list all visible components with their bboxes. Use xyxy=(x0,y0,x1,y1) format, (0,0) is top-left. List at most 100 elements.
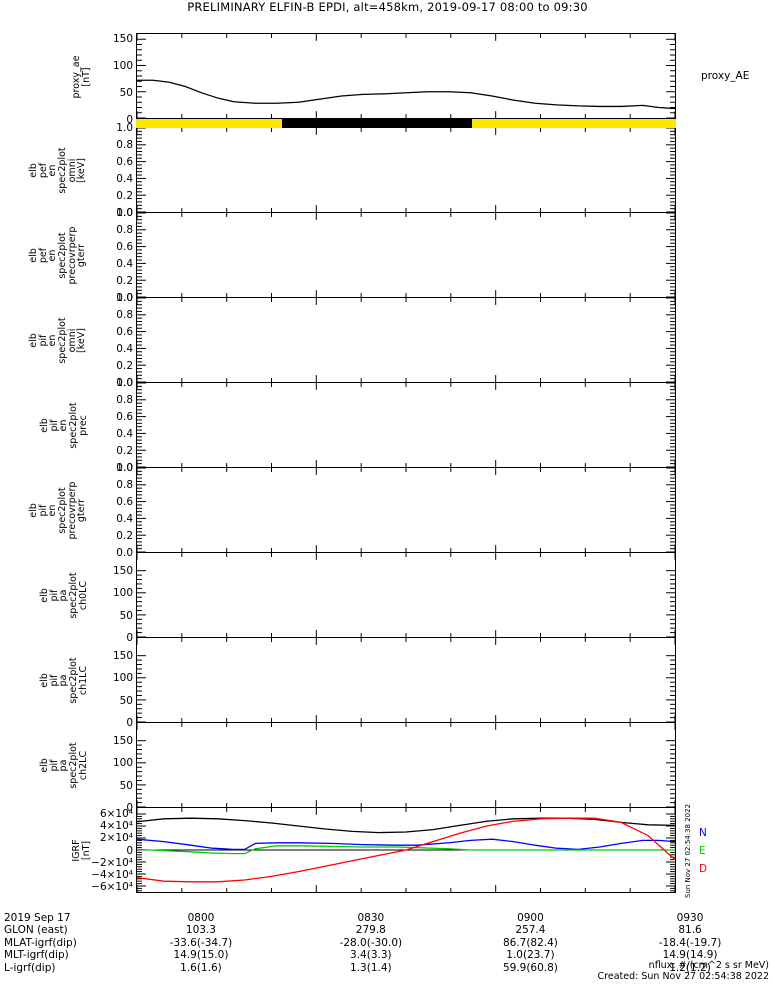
y-tick-label: 0.2 xyxy=(116,189,133,202)
y-tick-label: 50 xyxy=(119,86,133,99)
row-value: 1.0(23.7) xyxy=(506,949,555,962)
y-axis-title-elb-pif-pa-ch2lc: elb pif pa spec2plot ch2LC xyxy=(39,723,89,808)
y-tick-label: 0.8 xyxy=(116,308,133,321)
y-tick-label: 0.6 xyxy=(116,155,133,168)
y-tick-label: 1.0 xyxy=(116,206,133,219)
row-value: 1.2(1.2) xyxy=(669,961,711,974)
row-value: 0900 xyxy=(517,912,544,924)
row-value: 0930 xyxy=(676,912,704,924)
table-row: GLON (east) 103.3 279.8 257.4 81.6 xyxy=(4,924,775,936)
y-tick-label: 0.8 xyxy=(116,223,133,236)
y-axis-labels-proxy-ae: 150 100 50 0 xyxy=(97,33,137,125)
row-value: 257.4 xyxy=(515,924,546,937)
legend-item-n: N xyxy=(699,827,707,839)
y-axis-title-line: ch2LC xyxy=(77,750,89,781)
y-axis-title-line: ch1LC xyxy=(77,665,89,696)
panel-elb-pif-en-prec: 1.0 0.8 0.6 0.4 0.2 0.0 elb pif en spec2plot prec xyxy=(39,378,676,473)
page-title: PRELIMINARY ELFIN-B EPDI, alt=458km, 201… xyxy=(187,0,588,14)
y-tick-label: 0.0 xyxy=(116,546,133,559)
y-tick-label: 0.6 xyxy=(116,240,133,253)
row-value: -33.6(-34.7) xyxy=(169,936,233,949)
y-tick-label: 50 xyxy=(119,609,133,622)
y-tick-label: 1.0 xyxy=(116,121,133,134)
y-axis-labels-elb-pef-en-omni: 1.0 0.8 0.6 0.4 0.2 0.0 xyxy=(97,123,137,218)
y-tick-label: 2×10⁴ xyxy=(99,832,133,845)
panel-canvas-igrf xyxy=(137,808,675,892)
y-tick-label: 0 xyxy=(126,113,133,126)
y-tick-label: 100 xyxy=(112,757,133,769)
table-row: L-igrf(dip) 1.6(1.6) 1.3(1.4) 59.9(60.8) 1.2… xyxy=(4,962,775,974)
y-axis-title-elb-pif-en-precovrperp-gterr: elb pif en spec2plot precovrperp gterr xyxy=(28,468,88,553)
y-tick-label: 0.6 xyxy=(116,410,133,423)
plot-stack: 150 100 50 0 proxy_ae [nT] proxy_AE 1.0 0.8 0.6 0.… xyxy=(28,33,749,893)
y-axis-labels-elb-pif-en-prec: 1.0 0.8 0.6 0.4 0.2 0.0 xyxy=(97,378,137,473)
y-axis-title-line: [nT] xyxy=(80,840,92,861)
y-axis-labels-elb-pif-pa-ch2lc: 150 100 50 0 xyxy=(97,723,137,813)
created-timestamp-rotated: Sun Nov 27 02:54:38 2022 xyxy=(684,803,692,898)
panel-canvas-elb-pif-pa-ch2lc xyxy=(137,723,675,807)
y-tick-label: 150 xyxy=(112,734,133,747)
y-tick-label: 4×10⁴ xyxy=(99,819,133,832)
row-value: 0830 xyxy=(357,912,385,924)
panel-canvas-proxy-ae xyxy=(137,34,675,118)
y-axis-labels-elb-pif-pa-ch1lc: 150 100 50 0 xyxy=(97,638,137,728)
bottom-parameter-table: 2019 Sep 17 0800 0830 0900 0930 GLON (east) 10… xyxy=(4,912,775,974)
row-label: L-igrf(dip) xyxy=(4,961,56,974)
trace-n xyxy=(137,838,675,851)
row-value: 0800 xyxy=(187,912,215,924)
y-tick-label: 0.4 xyxy=(116,427,133,440)
y-axis-title-elb-pef-en-precovrperp-gterr: elb pef en spec2plot precovrperp gterr xyxy=(28,213,88,298)
row-value: 103.3 xyxy=(185,924,216,937)
row-label: MLT-igrf(dip) xyxy=(4,949,69,962)
y-tick-label: 0.4 xyxy=(116,512,133,525)
y-axis-title-elb-pef-en-omni: elb pef en spec2plot omni [keV] xyxy=(28,128,88,213)
trace-e xyxy=(137,845,675,855)
y-tick-label: 0 xyxy=(126,801,133,814)
y-axis-title-line: gterr xyxy=(76,498,88,523)
y-tick-label: 50 xyxy=(119,779,133,792)
y-tick-label: 100 xyxy=(112,672,133,684)
y-axis-title-elb-pif-en-omni: elb pif en spec2plot omni [keV] xyxy=(28,298,87,383)
row-label: MLAT-igrf(dip) xyxy=(4,936,77,949)
panel-elb-pif-pa-ch2lc: 150 100 50 0 elb pif pa spec2plot ch2LC xyxy=(39,723,676,813)
panel-canvas-elb-pef-en-omni xyxy=(137,128,675,212)
y-tick-label: 0.2 xyxy=(116,444,133,457)
panel-elb-pif-en-precovrperp-gterr: 1.0 0.8 0.6 0.4 0.2 0.0 elb pif en spec2plot preco… xyxy=(28,463,676,558)
panel-elb-pif-pa-ch0lc: 150 100 50 0 elb pif pa spec2plot ch0LC xyxy=(39,553,676,643)
y-axis-labels-elb-pif-en-precovrperp-gterr: 1.0 0.8 0.6 0.4 0.2 0.0 xyxy=(97,463,137,558)
y-axis-title-line: [nT] xyxy=(80,67,92,87)
y-axis-title-elb-pif-en-prec: elb pif en spec2plot prec xyxy=(39,383,89,468)
right-label-proxy-ae: proxy_AE xyxy=(701,70,750,82)
row-label: GLON (east) xyxy=(4,924,68,937)
parameter-table: 2019 Sep 17 0800 0830 0900 0930 GLON (east) 10… xyxy=(4,912,775,974)
y-axis-labels-elb-pif-pa-ch0lc: 150 100 50 0 xyxy=(97,553,137,643)
y-tick-label: 0 xyxy=(126,631,133,644)
y-tick-label: 0.2 xyxy=(116,274,133,287)
y-tick-label: 1.0 xyxy=(116,291,133,304)
row-value: -18.4(-19.7) xyxy=(658,936,722,949)
row-value: 59.9(60.8) xyxy=(502,961,558,974)
table-row: MLAT-igrf(dip) -33.6(-34.7) -28.0(-30.0) 86… xyxy=(4,937,775,949)
y-tick-label: 50 xyxy=(119,694,133,707)
row-value: 86.7(82.4) xyxy=(502,936,558,949)
row-value: 14.9(14.9) xyxy=(662,949,718,962)
panel-canvas-elb-pif-en-prec xyxy=(137,383,675,467)
panel-canvas-elb-pif-en-precovrperp-gterr xyxy=(137,468,675,552)
y-tick-label: 150 xyxy=(112,33,133,46)
y-axis-title-elb-pif-pa-ch0lc: elb pif pa spec2plot ch0LC xyxy=(39,553,89,638)
ae-activity-bar-black-segment xyxy=(282,119,472,128)
y-tick-label: 150 xyxy=(112,564,133,577)
y-axis-title-line: [keV] xyxy=(76,158,88,183)
y-tick-label: 100 xyxy=(112,60,133,72)
panel-elb-pef-en-precovrperp-gterr: 1.0 0.8 0.6 0.4 0.2 0.0 elb pef en spec2plot preco… xyxy=(28,208,676,303)
y-axis-title-line: gterr xyxy=(76,243,88,268)
y-tick-label: 0.8 xyxy=(116,393,133,406)
table-row: MLT-igrf(dip) 14.9(15.0) 3.4(3.3) 1.0(23.7)… xyxy=(4,949,775,961)
y-tick-label: 0 xyxy=(126,844,133,857)
panel-igrf: 6×10⁴ 4×10⁴ 2×10⁴ 0 −2×10⁴ −4×10⁴ −6×10⁴ IGRF [n… xyxy=(71,808,707,893)
trace-d xyxy=(137,817,675,883)
y-tick-label: −4×10⁴ xyxy=(91,868,133,881)
y-tick-label: 0.6 xyxy=(116,495,133,508)
y-tick-label: 0.2 xyxy=(116,359,133,372)
y-axis-title-line: ch0LC xyxy=(77,580,89,611)
